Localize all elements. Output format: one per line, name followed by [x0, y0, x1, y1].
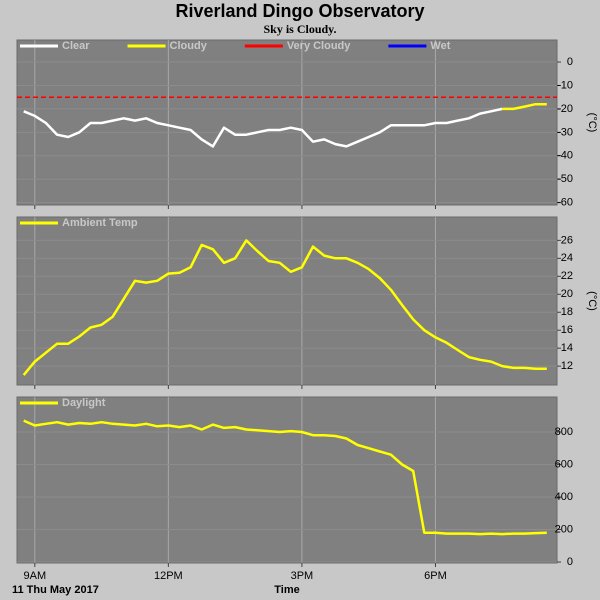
legend-label: Wet [430, 40, 450, 52]
y-tick-label: 12 [561, 360, 573, 372]
x-tick-label: 3PM [291, 570, 314, 582]
legend-label: Daylight [62, 397, 106, 409]
data-line [23, 107, 503, 148]
x-tick-label: 6PM [424, 570, 447, 582]
x-tick-label: 12PM [154, 570, 183, 582]
y-axis-unit: (°C) [586, 291, 598, 311]
data-line [22, 239, 547, 376]
data-line [502, 102, 547, 111]
plot-area [16, 396, 558, 564]
legend-label: Very Cloudy [287, 40, 351, 52]
y-tick-label: 26 [561, 234, 573, 246]
legend-label: Ambient Temp [62, 217, 138, 229]
plot-layer [17, 217, 557, 385]
y-tick-label: -40 [557, 150, 573, 162]
y-tick-label: 14 [561, 342, 573, 354]
y-tick-label: -60 [557, 197, 573, 209]
legend-label: Clear [62, 40, 90, 52]
y-tick-label: -20 [557, 103, 573, 115]
y-tick-label: 400 [555, 491, 573, 503]
y-tick-label: 600 [555, 458, 573, 470]
chart-subtitle: Sky is Cloudy. [263, 22, 336, 36]
x-tick-label: 9AM [23, 570, 46, 582]
y-tick-label: 18 [561, 306, 573, 318]
y-tick-label: 0 [567, 56, 573, 68]
y-tick-label: 0 [567, 556, 573, 568]
legend-label: Cloudy [170, 40, 208, 52]
y-tick-label: 20 [561, 288, 573, 300]
chart-title: Riverland Dingo Observatory [175, 1, 424, 21]
y-tick-label: -10 [557, 79, 573, 91]
y-tick-label: 22 [561, 270, 573, 282]
plot-layer [17, 397, 557, 563]
date-annotation: 11 Thu May 2017 [12, 584, 99, 596]
y-tick-label: 800 [555, 426, 573, 438]
y-tick-label: 16 [561, 324, 573, 336]
y-tick-label: 24 [561, 252, 573, 264]
y-tick-label: 200 [555, 523, 573, 535]
plot-layer [17, 40, 557, 205]
y-tick-label: -30 [557, 126, 573, 138]
data-line [23, 419, 547, 536]
y-axis-unit: (°C) [586, 113, 598, 133]
x-axis-label: Time [274, 584, 299, 596]
y-tick-label: -50 [557, 173, 573, 185]
